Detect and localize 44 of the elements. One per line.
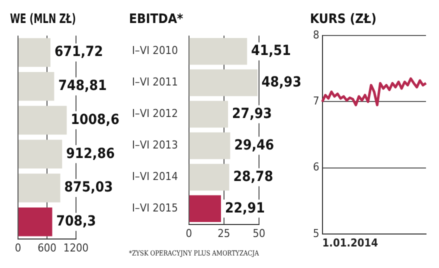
bar (18, 72, 54, 101)
chart-title: KURS (ZŁ) (310, 12, 377, 28)
data-label: 28,78 (233, 168, 274, 185)
x-tick-label: 600 (38, 241, 56, 254)
y-tick-label: I–VI 2011 (132, 76, 178, 89)
bar (18, 174, 60, 202)
y-tick-label: 8 (313, 28, 320, 42)
x-tick-label: 50 (252, 226, 266, 240)
x-tick-label: 25 (218, 226, 230, 240)
bar (189, 38, 248, 65)
x-tick-label: 0 (14, 241, 22, 254)
y-tick-label: I–VI 2013 (132, 138, 178, 152)
bar (189, 164, 230, 191)
y-tick-label: I–VI 2014 (132, 170, 178, 184)
bar (189, 195, 222, 222)
bar (18, 38, 50, 67)
bar (18, 106, 67, 135)
data-label: 41,51 (251, 42, 291, 59)
bar (189, 132, 230, 160)
y-tick-label: I–VI 2015 (132, 202, 178, 215)
data-label: 1008,6 (70, 112, 120, 128)
data-label: 22,91 (225, 200, 265, 216)
bar (18, 140, 62, 169)
bar (189, 100, 228, 128)
data-label: 748,81 (58, 78, 107, 94)
chart-title: WE (MLN ZŁ) (10, 10, 76, 27)
bar (189, 69, 258, 96)
x-tick-label: 1200 (63, 241, 89, 254)
data-label: 27,93 (232, 106, 272, 122)
y-tick-label: 6 (313, 160, 320, 174)
data-label: 708,3 (56, 214, 96, 230)
data-label: 29,46 (234, 137, 274, 154)
y-tick-label: I–VI 2012 (132, 107, 178, 120)
data-label: 671,72 (54, 44, 104, 60)
x-tick-label: 0 (186, 226, 192, 240)
data-label: 48,93 (262, 74, 302, 90)
bar (18, 207, 52, 236)
y-tick-label: 7 (313, 94, 320, 108)
data-label: 912,86 (66, 146, 115, 162)
chart-title: EBITDA* (129, 12, 184, 28)
y-tick-label: 5 (313, 226, 320, 240)
y-tick-label: I–VI 2010 (132, 44, 178, 58)
data-label: 875,03 (64, 180, 113, 196)
text: 1.01.2014 (322, 236, 378, 250)
